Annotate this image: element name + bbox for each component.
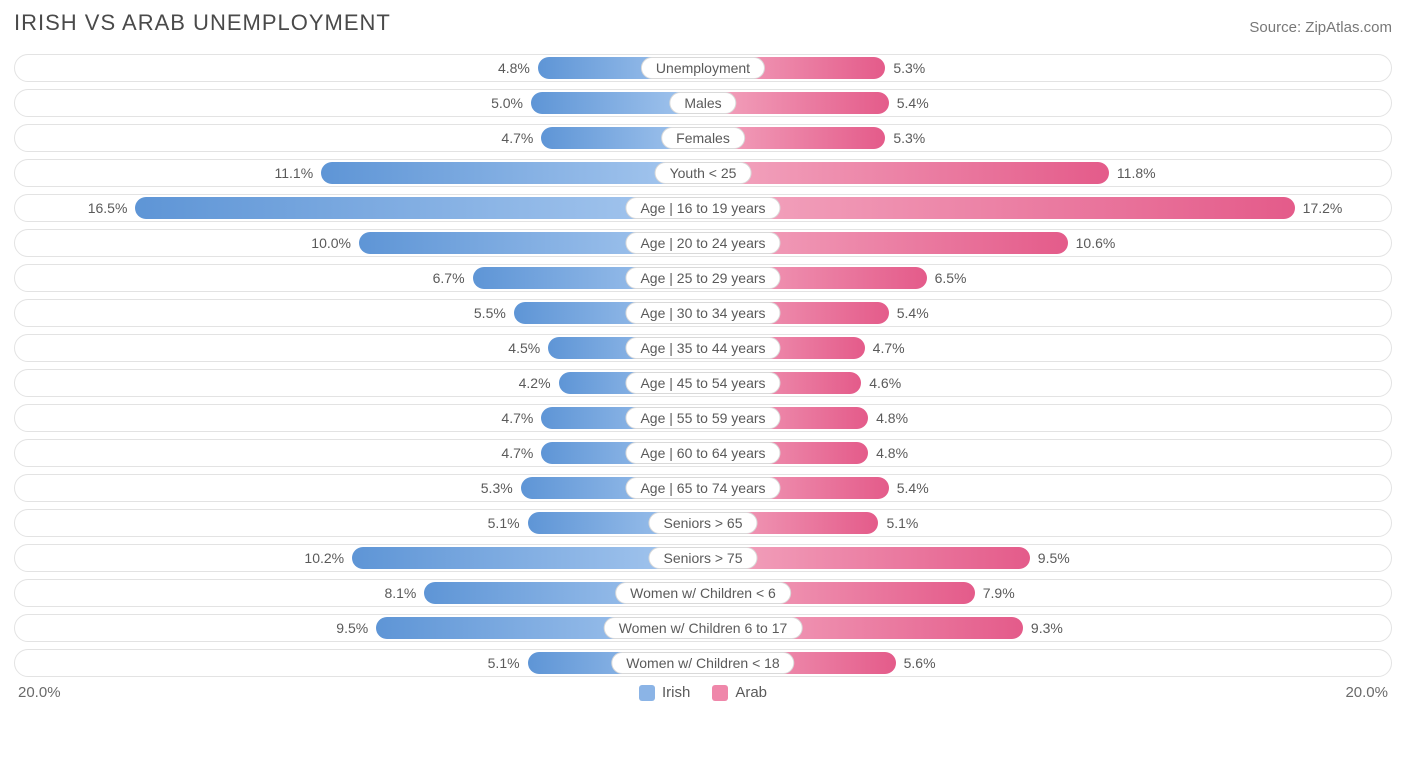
category-pill: Age | 30 to 34 years (625, 302, 780, 324)
category-pill: Unemployment (641, 57, 765, 79)
value-arab: 5.3% (893, 55, 925, 81)
bar-irish (135, 197, 703, 219)
chart-row: 4.2% 4.6% Age | 45 to 54 years (14, 369, 1392, 397)
category-pill: Seniors > 65 (649, 512, 758, 534)
value-irish: 4.7% (501, 440, 533, 466)
value-arab: 7.9% (983, 580, 1015, 606)
chart-container: IRISH VS ARAB UNEMPLOYMENT Source: ZipAt… (0, 0, 1406, 709)
value-irish: 5.3% (481, 475, 513, 501)
category-pill: Seniors > 75 (649, 547, 758, 569)
value-arab: 4.6% (869, 370, 901, 396)
axis-left-max: 20.0% (18, 684, 61, 701)
value-irish: 5.1% (488, 510, 520, 536)
value-arab: 17.2% (1303, 195, 1343, 221)
chart-row: 9.5% 9.3% Women w/ Children 6 to 17 (14, 614, 1392, 642)
value-arab: 4.8% (876, 440, 908, 466)
value-irish: 11.1% (275, 160, 314, 186)
category-pill: Age | 60 to 64 years (625, 442, 780, 464)
category-pill: Age | 20 to 24 years (625, 232, 780, 254)
chart-row: 5.0% 5.4% Males (14, 89, 1392, 117)
category-pill: Youth < 25 (655, 162, 752, 184)
value-irish: 4.8% (498, 55, 530, 81)
legend-item-irish: Irish (639, 684, 690, 701)
value-irish: 10.0% (311, 230, 351, 256)
chart-row: 10.2% 9.5% Seniors > 75 (14, 544, 1392, 572)
legend-label-arab: Arab (735, 684, 767, 701)
category-pill: Age | 45 to 54 years (625, 372, 780, 394)
chart-row: 8.1% 7.9% Women w/ Children < 6 (14, 579, 1392, 607)
chart-row: 11.1% 11.8% Youth < 25 (14, 159, 1392, 187)
legend-item-arab: Arab (712, 684, 767, 701)
legend-swatch-irish (639, 685, 655, 701)
chart-row: 4.5% 4.7% Age | 35 to 44 years (14, 334, 1392, 362)
axis-right-max: 20.0% (1345, 684, 1388, 701)
category-pill: Age | 25 to 29 years (625, 267, 780, 289)
value-arab: 5.6% (904, 650, 936, 676)
chart-footer: 20.0% Irish Arab 20.0% (14, 684, 1392, 701)
chart-row: 16.5% 17.2% Age | 16 to 19 years (14, 194, 1392, 222)
value-arab: 5.4% (897, 90, 929, 116)
bar-irish (321, 162, 703, 184)
value-arab: 5.3% (893, 125, 925, 151)
value-arab: 5.1% (886, 510, 918, 536)
chart-row: 6.7% 6.5% Age | 25 to 29 years (14, 264, 1392, 292)
chart-row: 4.8% 5.3% Unemployment (14, 54, 1392, 82)
chart-header: IRISH VS ARAB UNEMPLOYMENT Source: ZipAt… (14, 10, 1392, 36)
source-prefix: Source: (1249, 19, 1305, 36)
value-irish: 8.1% (384, 580, 416, 606)
category-pill: Age | 55 to 59 years (625, 407, 780, 429)
chart-row: 4.7% 4.8% Age | 60 to 64 years (14, 439, 1392, 467)
legend-label-irish: Irish (662, 684, 690, 701)
value-irish: 5.5% (474, 300, 506, 326)
value-arab: 5.4% (897, 475, 929, 501)
chart-row: 5.1% 5.1% Seniors > 65 (14, 509, 1392, 537)
source-name: ZipAtlas.com (1305, 19, 1392, 36)
value-arab: 9.3% (1031, 615, 1063, 641)
value-irish: 5.0% (491, 90, 523, 116)
chart-title: IRISH VS ARAB UNEMPLOYMENT (14, 10, 391, 36)
value-arab: 10.6% (1076, 230, 1116, 256)
legend-swatch-arab (712, 685, 728, 701)
value-arab: 6.5% (935, 265, 967, 291)
value-arab: 4.7% (873, 335, 905, 361)
value-arab: 4.8% (876, 405, 908, 431)
category-pill: Women w/ Children < 6 (615, 582, 791, 604)
value-irish: 9.5% (336, 615, 368, 641)
category-pill: Males (669, 92, 736, 114)
value-irish: 10.2% (304, 545, 344, 571)
value-arab: 9.5% (1038, 545, 1070, 571)
value-irish: 4.2% (519, 370, 551, 396)
chart-row: 10.0% 10.6% Age | 20 to 24 years (14, 229, 1392, 257)
category-pill: Women w/ Children 6 to 17 (604, 617, 803, 639)
value-irish: 6.7% (433, 265, 465, 291)
chart-row: 5.3% 5.4% Age | 65 to 74 years (14, 474, 1392, 502)
chart-rows: 4.8% 5.3% Unemployment 5.0% 5.4% Males 4.7% 5.3… (14, 54, 1392, 677)
category-pill: Women w/ Children < 18 (611, 652, 794, 674)
chart-row: 5.1% 5.6% Women w/ Children < 18 (14, 649, 1392, 677)
value-irish: 4.7% (501, 125, 533, 151)
chart-row: 4.7% 5.3% Females (14, 124, 1392, 152)
chart-row: 5.5% 5.4% Age | 30 to 34 years (14, 299, 1392, 327)
category-pill: Age | 16 to 19 years (625, 197, 780, 219)
chart-row: 4.7% 4.8% Age | 55 to 59 years (14, 404, 1392, 432)
category-pill: Females (661, 127, 745, 149)
value-irish: 4.7% (501, 405, 533, 431)
chart-source: Source: ZipAtlas.com (1249, 19, 1392, 36)
value-arab: 5.4% (897, 300, 929, 326)
value-irish: 16.5% (88, 195, 128, 221)
value-irish: 4.5% (508, 335, 540, 361)
legend: Irish Arab (639, 684, 767, 701)
value-irish: 5.1% (488, 650, 520, 676)
category-pill: Age | 35 to 44 years (625, 337, 780, 359)
value-arab: 11.8% (1117, 160, 1156, 186)
bar-arab (703, 162, 1109, 184)
bar-arab (703, 197, 1295, 219)
category-pill: Age | 65 to 74 years (625, 477, 780, 499)
